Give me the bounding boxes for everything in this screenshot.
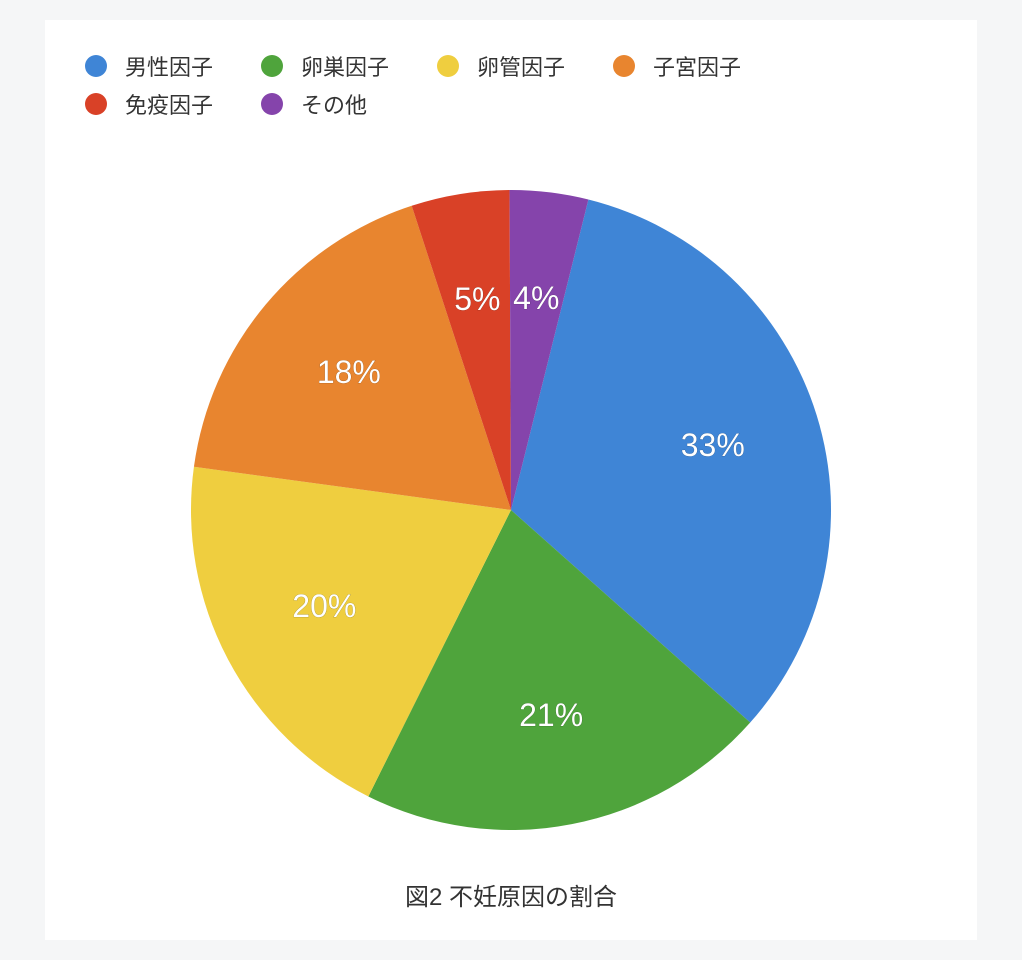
legend-item-male-factor: 男性因子: [85, 50, 213, 82]
legend-item-uterine-factor: 子宮因子: [613, 50, 741, 82]
legend-swatch: [85, 55, 107, 77]
legend-swatch: [437, 55, 459, 77]
legend-label: 免疫因子: [125, 88, 213, 120]
legend-item-immune-factor: 免疫因子: [85, 88, 213, 120]
slice-label: 33%: [681, 427, 745, 463]
legend-item-ovary-factor: 卵巣因子: [261, 50, 389, 82]
slice-label: 21%: [519, 697, 583, 733]
legend-swatch: [261, 55, 283, 77]
legend-label: 子宮因子: [653, 50, 741, 82]
pie-chart: 33% 21% 20% 18% 5% 4%: [45, 140, 977, 860]
legend-item-tubal-factor: 卵管因子: [437, 50, 565, 82]
chart-caption: 図2 不妊原因の割合: [45, 877, 977, 912]
pie-svg: 33% 21% 20% 18% 5% 4%: [45, 140, 977, 860]
legend-swatch: [613, 55, 635, 77]
slice-label: 18%: [317, 354, 381, 390]
legend-label: 男性因子: [125, 50, 213, 82]
legend-label: 卵巣因子: [301, 50, 389, 82]
legend-label: 卵管因子: [477, 50, 565, 82]
legend: 男性因子 卵巣因子 卵管因子 子宮因子 免疫因子 その他: [45, 50, 977, 120]
legend-swatch: [85, 93, 107, 115]
slice-label: 20%: [292, 588, 356, 624]
chart-card: 男性因子 卵巣因子 卵管因子 子宮因子 免疫因子 その他 33% 21% 20% 18…: [45, 20, 977, 940]
slice-label: 5%: [454, 281, 500, 317]
legend-label: その他: [301, 88, 367, 120]
legend-item-other: その他: [261, 88, 367, 120]
slice-label: 4%: [513, 280, 559, 316]
legend-swatch: [261, 93, 283, 115]
